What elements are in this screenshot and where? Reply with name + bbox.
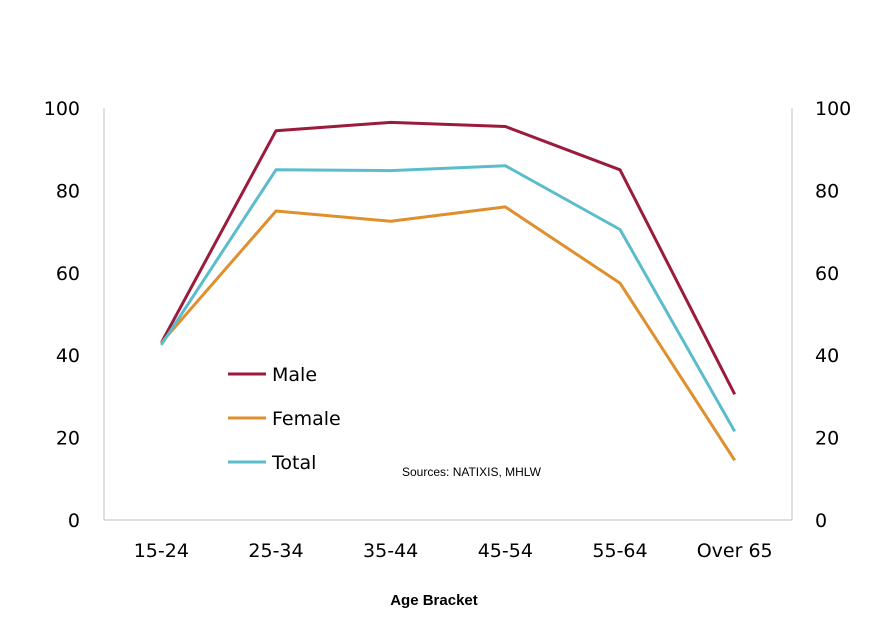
left-y-tick-label: 80 [56,180,80,202]
right-y-tick-label: 60 [815,263,839,285]
right-y-tick-label: 40 [815,345,839,367]
left-y-tick-label: 20 [56,428,80,450]
series-line-total [160,164,737,433]
x-tick-label: Over 65 [697,540,773,562]
source-annotation: Sources: NATIXIS, MHLW [402,465,542,479]
x-tick-label: 55-64 [592,540,647,562]
right-y-tick-label: 0 [815,510,827,532]
series-line-female [160,205,736,462]
legend-item-male: Male [228,364,317,386]
left-y-axis-ticks: 0 20 40 60 80 100 [44,98,80,532]
left-y-tick-label: 40 [56,345,80,367]
series-line-male [159,120,737,395]
legend-item-total: Total [228,452,316,474]
left-y-tick-label: 0 [68,510,80,532]
right-y-tick-label: 80 [815,180,839,202]
legend: Male Female Total [228,364,341,474]
left-y-tick-label: 100 [44,98,80,120]
x-tick-label: 35-44 [363,540,418,562]
legend-label-female: Female [272,408,341,430]
x-axis-title: Age Bracket [390,592,478,609]
right-y-axis-ticks: 0 20 40 60 80 100 [815,98,851,532]
x-tick-label: 25-34 [248,540,303,562]
right-y-tick-label: 100 [815,98,851,120]
series-lines [159,120,737,462]
x-tick-label: 15-24 [134,540,189,562]
left-y-tick-label: 60 [56,263,80,285]
legend-item-female: Female [228,408,341,430]
legend-label-male: Male [272,364,317,386]
right-y-tick-label: 20 [815,428,839,450]
x-axis-ticks: 15-24 25-34 35-44 45-54 55-64 Over 65 [134,540,773,562]
x-tick-label: 45-54 [478,540,533,562]
legend-label-total: Total [271,452,316,474]
